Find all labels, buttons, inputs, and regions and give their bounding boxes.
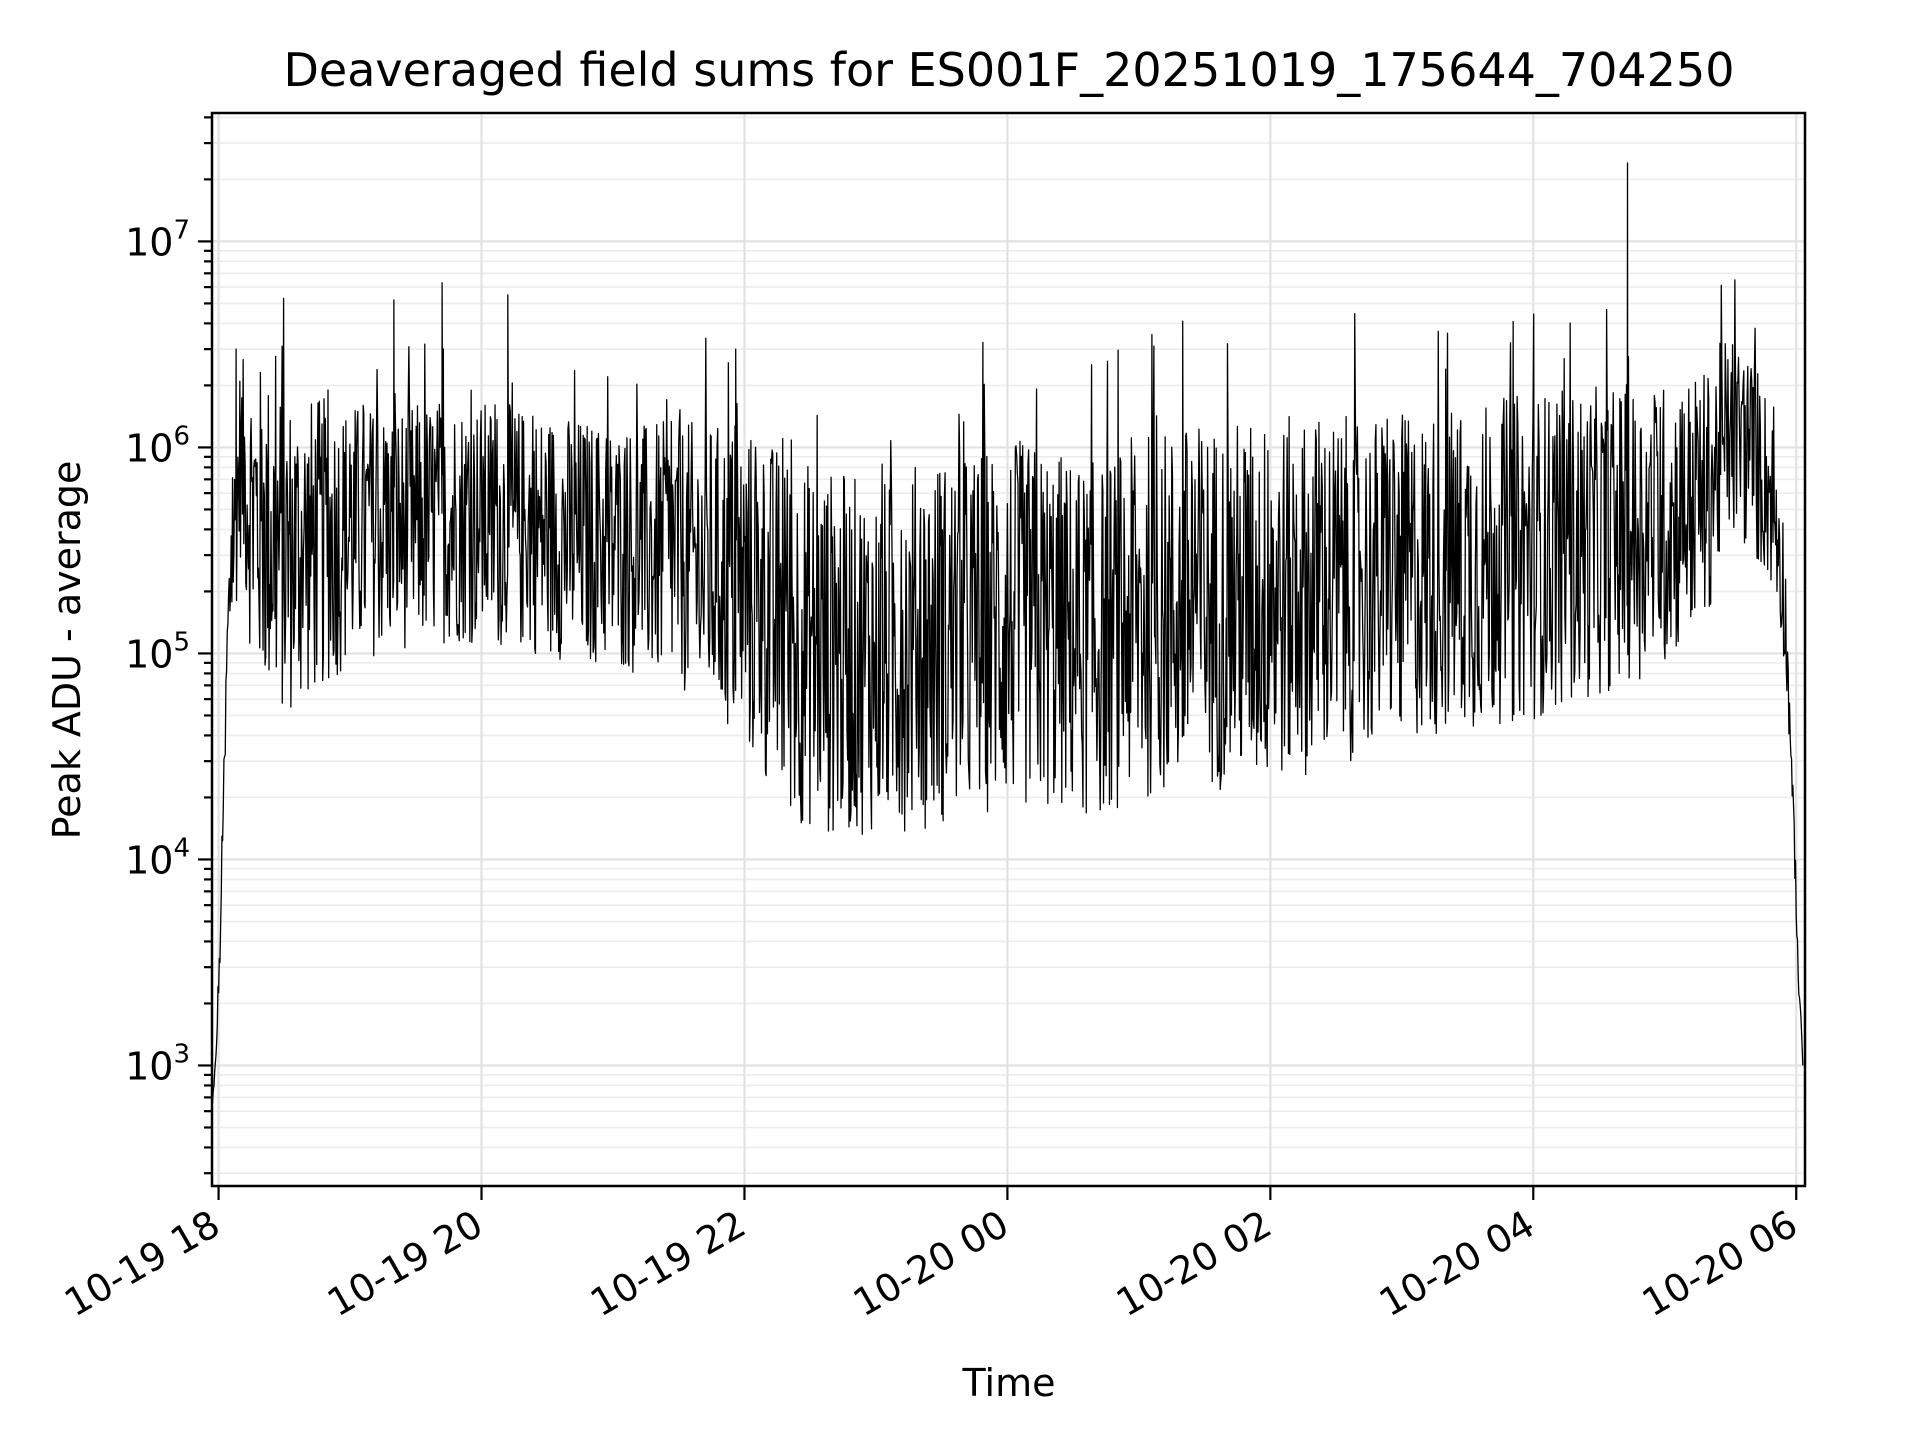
y-tick-label: 106 [125,421,190,470]
y-axis-label: Peak ADU - average [45,461,89,840]
y-axis: 103 104 105 106 107 [125,116,212,1175]
y-tick-label: 103 [125,1039,190,1088]
y-tick-label: 104 [125,833,190,882]
series-line [211,162,1804,1112]
y-tick-label: 105 [125,627,190,676]
series-layer [211,162,1804,1112]
chart-title: Deaveraged field sums for ES001F_2025101… [284,43,1735,97]
x-axis-label: Time [962,1361,1056,1405]
y-tick-label: 107 [125,215,190,264]
